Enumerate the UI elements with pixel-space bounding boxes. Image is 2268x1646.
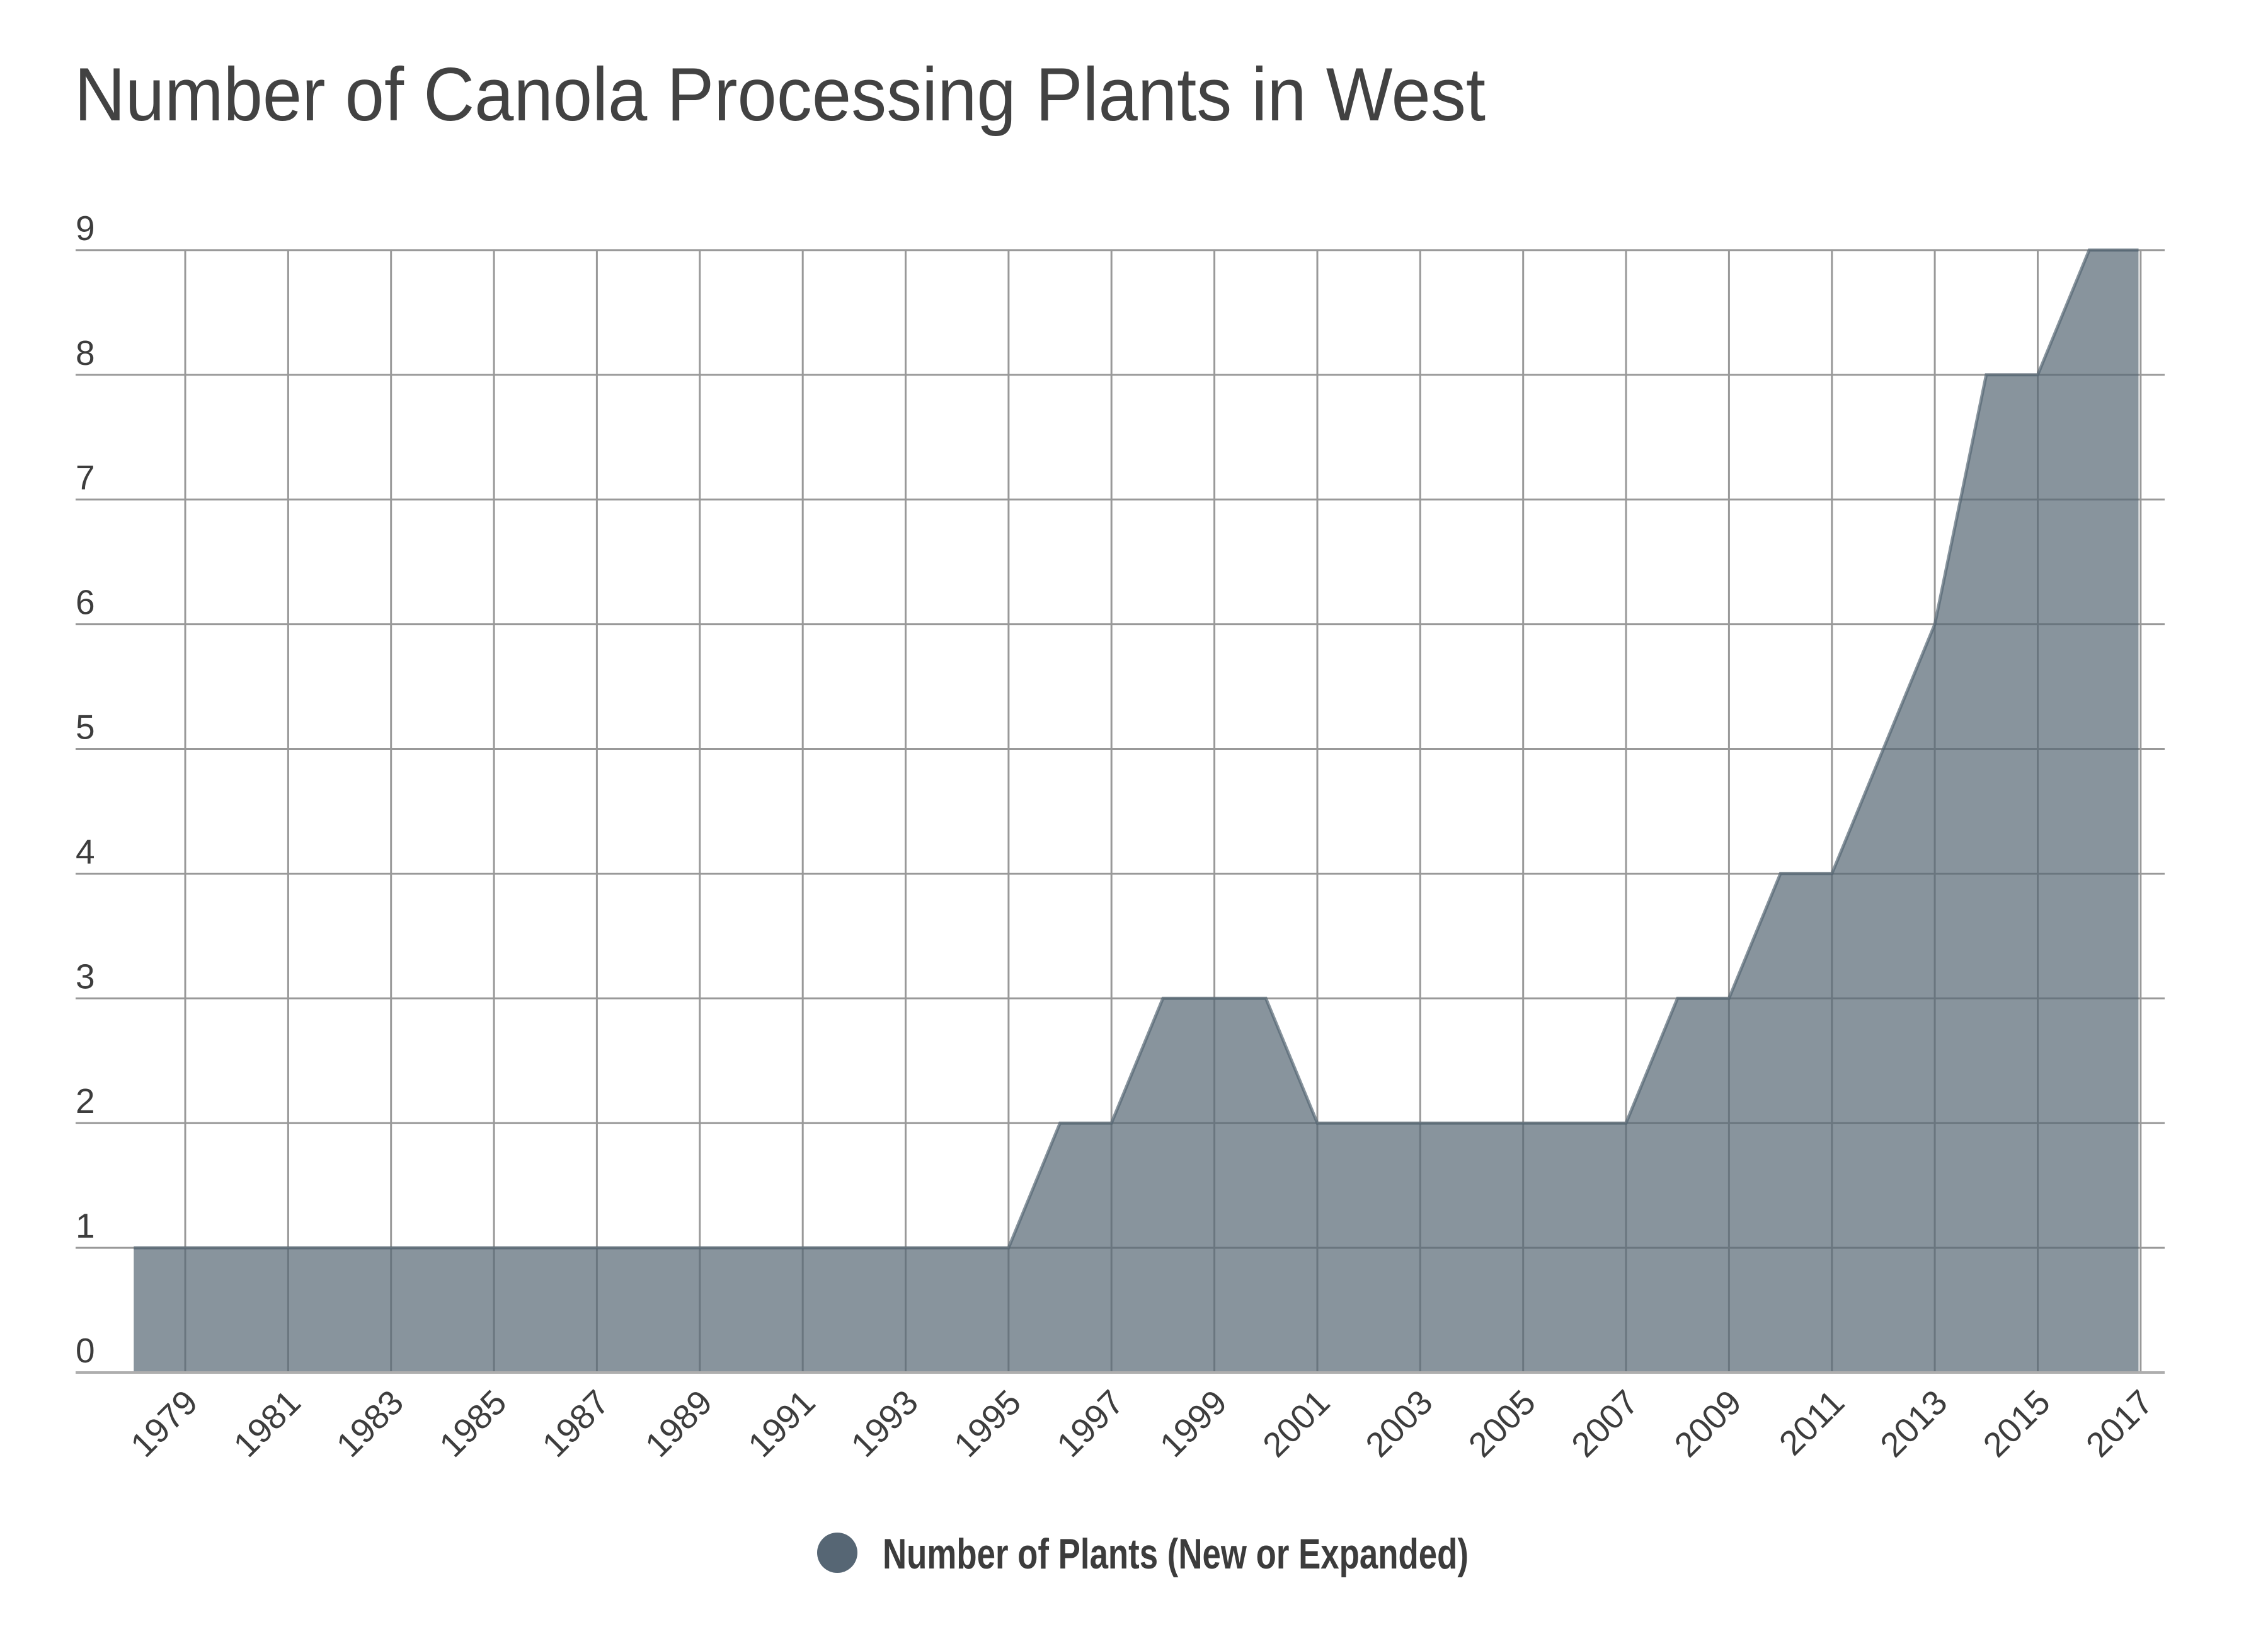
svg-text:3: 3 — [76, 957, 95, 996]
svg-text:1: 1 — [76, 1206, 95, 1245]
svg-text:5: 5 — [76, 708, 95, 747]
svg-text:4: 4 — [76, 832, 95, 871]
svg-text:0: 0 — [76, 1331, 95, 1370]
svg-text:Number of Canola Processing Pl: Number of Canola Processing Plants in We… — [74, 52, 1486, 137]
svg-text:7: 7 — [76, 458, 95, 497]
svg-text:Number of Plants (New or Expan: Number of Plants (New or Expanded) — [883, 1530, 1469, 1578]
svg-text:2: 2 — [76, 1081, 95, 1120]
svg-text:8: 8 — [76, 333, 95, 372]
svg-text:6: 6 — [76, 583, 95, 622]
svg-text:9: 9 — [76, 209, 95, 248]
